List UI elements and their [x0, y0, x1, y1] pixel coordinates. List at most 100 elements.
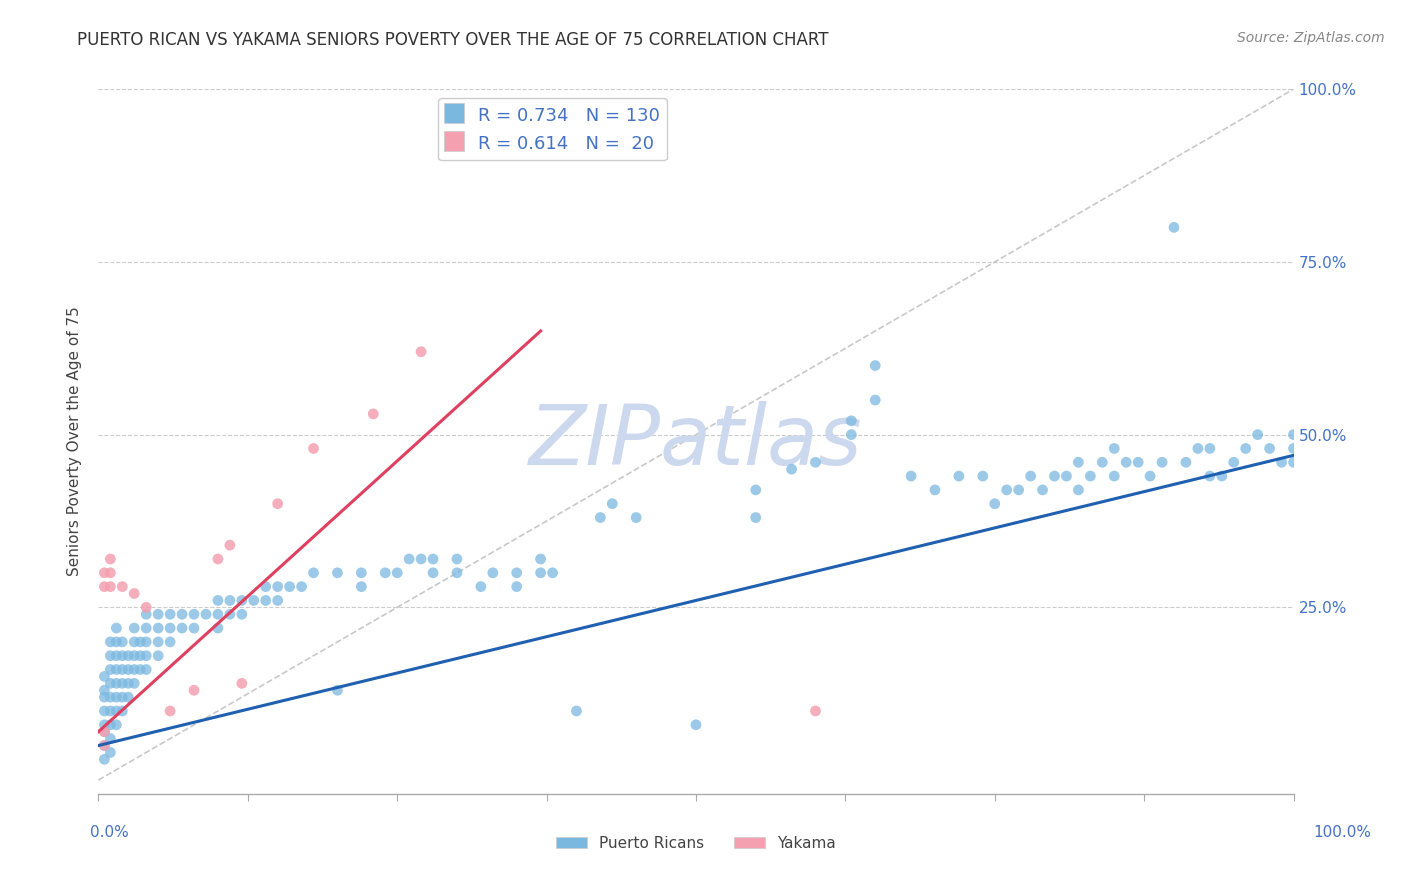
- Point: [93, 739, 115, 753]
- Point: [363, 407, 385, 421]
- Point: [98, 552, 122, 566]
- Point: [243, 593, 266, 607]
- Point: [98, 746, 122, 760]
- Point: [98, 635, 122, 649]
- Point: [111, 580, 134, 594]
- Point: [1019, 469, 1042, 483]
- Point: [105, 663, 128, 677]
- Point: [411, 344, 433, 359]
- Text: ZIPatlas: ZIPatlas: [529, 401, 863, 482]
- Point: [1008, 483, 1031, 497]
- Point: [481, 566, 505, 580]
- Point: [135, 663, 157, 677]
- Point: [124, 676, 146, 690]
- Point: [98, 731, 122, 746]
- Point: [745, 483, 768, 497]
- Point: [124, 663, 146, 677]
- Point: [1247, 427, 1270, 442]
- Point: [326, 683, 349, 698]
- Point: [219, 538, 242, 552]
- Point: [148, 648, 170, 663]
- Point: [98, 566, 122, 580]
- Point: [207, 593, 229, 607]
- Point: [1187, 442, 1209, 456]
- Point: [1282, 442, 1305, 456]
- Point: [135, 607, 157, 622]
- Point: [98, 580, 122, 594]
- Point: [254, 580, 277, 594]
- Point: [1128, 455, 1150, 469]
- Point: [148, 621, 170, 635]
- Point: [124, 586, 146, 600]
- Point: [1104, 442, 1126, 456]
- Point: [129, 663, 152, 677]
- Point: [231, 607, 253, 622]
- Text: 100.0%: 100.0%: [1313, 825, 1372, 840]
- Point: [124, 621, 146, 635]
- Point: [93, 724, 115, 739]
- Point: [117, 690, 139, 705]
- Point: [841, 414, 863, 428]
- Point: [98, 648, 122, 663]
- Point: [291, 580, 314, 594]
- Point: [278, 580, 301, 594]
- Point: [350, 566, 373, 580]
- Point: [183, 621, 205, 635]
- Point: [446, 566, 468, 580]
- Point: [129, 635, 152, 649]
- Text: 0.0%: 0.0%: [90, 825, 129, 840]
- Point: [267, 497, 290, 511]
- Point: [1282, 427, 1305, 442]
- Point: [541, 566, 564, 580]
- Point: [135, 635, 157, 649]
- Point: [626, 510, 648, 524]
- Point: [1104, 469, 1126, 483]
- Point: [207, 552, 229, 566]
- Point: [1080, 469, 1102, 483]
- Point: [129, 648, 152, 663]
- Point: [1258, 442, 1281, 456]
- Point: [1032, 483, 1054, 497]
- Point: [117, 648, 139, 663]
- Point: [117, 663, 139, 677]
- Point: [93, 724, 115, 739]
- Point: [267, 593, 290, 607]
- Point: [111, 690, 134, 705]
- Point: [804, 704, 827, 718]
- Point: [111, 704, 134, 718]
- Point: [219, 607, 242, 622]
- Point: [111, 676, 134, 690]
- Point: [93, 752, 115, 766]
- Point: [446, 552, 468, 566]
- Point: [530, 552, 553, 566]
- Point: [207, 621, 229, 635]
- Point: [900, 469, 922, 483]
- Point: [1175, 455, 1198, 469]
- Point: [105, 718, 128, 732]
- Point: [93, 683, 115, 698]
- Point: [422, 552, 444, 566]
- Point: [506, 566, 529, 580]
- Point: [1199, 469, 1222, 483]
- Point: [1091, 455, 1114, 469]
- Point: [602, 497, 624, 511]
- Point: [124, 635, 146, 649]
- Point: [183, 607, 205, 622]
- Point: [1223, 455, 1246, 469]
- Point: [350, 580, 373, 594]
- Point: [135, 648, 157, 663]
- Point: [135, 621, 157, 635]
- Point: [1139, 469, 1161, 483]
- Point: [231, 593, 253, 607]
- Point: [254, 593, 277, 607]
- Point: [105, 648, 128, 663]
- Point: [172, 621, 194, 635]
- Point: [267, 580, 290, 594]
- Point: [148, 635, 170, 649]
- Point: [302, 442, 325, 456]
- Point: [1163, 220, 1185, 235]
- Point: [1115, 455, 1137, 469]
- Point: [105, 621, 128, 635]
- Point: [374, 566, 396, 580]
- Point: [159, 621, 181, 635]
